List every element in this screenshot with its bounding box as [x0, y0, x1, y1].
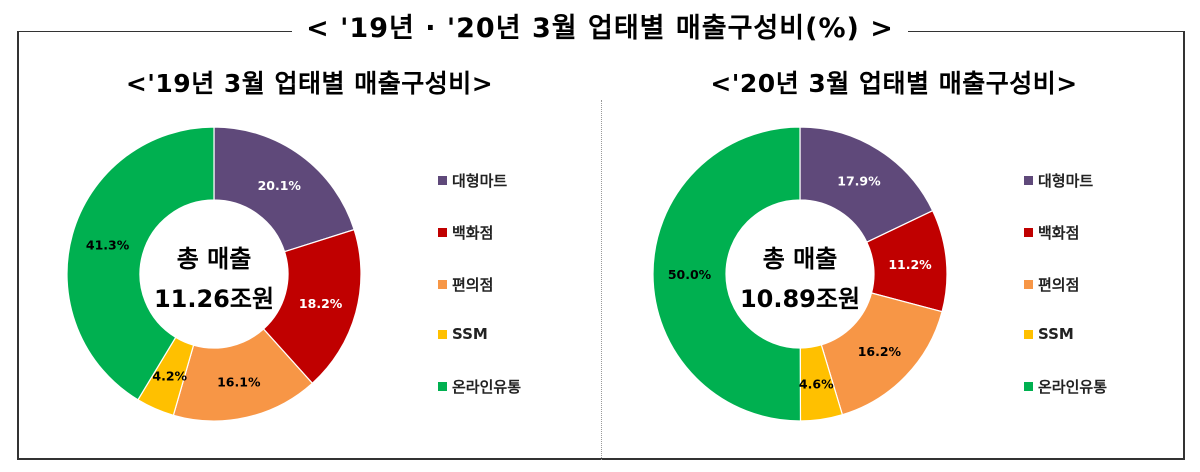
donut-chart-2020: 17.9% 11.2% 16.2% 4.6% 50.0% 총 매출 10.89조원 [652, 126, 948, 422]
center-total-value-2020: 10.89조원 [740, 285, 860, 313]
donut-segment-online [66, 126, 215, 401]
legend-swatch-icon [1024, 382, 1033, 391]
segment-value-label: 11.2% [888, 257, 932, 272]
legend-swatch-icon [1024, 228, 1033, 237]
legend-item-department-store: 백화점 [1024, 222, 1079, 243]
legend-swatch-icon [438, 228, 447, 237]
legend-swatch-icon [1024, 329, 1033, 339]
donut-segment-hypermarket [213, 126, 355, 253]
segment-value-label: 18.2% [299, 296, 343, 311]
center-total-value-2019: 11.26조원 [154, 285, 274, 313]
center-total-label-2020: 총 매출 [763, 245, 838, 273]
legend-item-ssm: SSM [438, 325, 488, 343]
segment-value-label: 50.0% [668, 267, 712, 282]
legend-swatch-icon [1024, 280, 1033, 289]
legend-swatch-icon [438, 382, 447, 391]
segment-value-label: 4.6% [799, 376, 834, 391]
segment-value-label: 16.1% [217, 375, 261, 390]
legend-item-hypermarket: 대형마트 [438, 170, 507, 191]
segment-value-label: 41.3% [86, 237, 130, 252]
chart-2020-title: <'20년 3월 업태별 매출구성비> [710, 69, 1078, 98]
legend-item-ssm: SSM [1024, 325, 1074, 343]
legend-swatch-icon [438, 329, 447, 339]
segment-value-label: 17.9% [837, 174, 881, 189]
legend-item-convenience-store: 편의점 [1024, 274, 1079, 295]
donut-segment-online [652, 126, 802, 422]
segment-value-label: 16.2% [858, 344, 902, 359]
legend-swatch-icon [1024, 176, 1033, 185]
legend-swatch-icon [438, 176, 447, 185]
legend-item-convenience-store: 편의점 [438, 274, 493, 295]
center-total-label-2019: 총 매출 [177, 245, 252, 273]
legend-item-hypermarket: 대형마트 [1024, 170, 1093, 191]
main-title-text: < '19년 · '20년 3월 업태별 매출구성비(%) > [292, 13, 908, 44]
donut-segment-department-store [262, 228, 362, 385]
legend-swatch-icon [438, 280, 447, 289]
legend-item-department-store: 백화점 [438, 222, 493, 243]
legend-item-online: 온라인유통 [1024, 376, 1107, 397]
segment-value-label: 20.1% [258, 178, 302, 193]
donut-segment-hypermarket [799, 126, 934, 243]
panel-divider [601, 100, 602, 460]
chart-2019-title: <'19년 3월 업태별 매출구성비> [125, 69, 494, 98]
segment-value-label: 4.2% [152, 368, 187, 383]
legend-item-online: 온라인유통 [438, 376, 521, 397]
donut-chart-2019: 20.1% 18.2% 16.1% 4.2% 41.3% 총 매출 11.26조원 [66, 126, 362, 422]
main-title: < '19년 · '20년 3월 업태별 매출구성비(%) > [0, 6, 1200, 45]
